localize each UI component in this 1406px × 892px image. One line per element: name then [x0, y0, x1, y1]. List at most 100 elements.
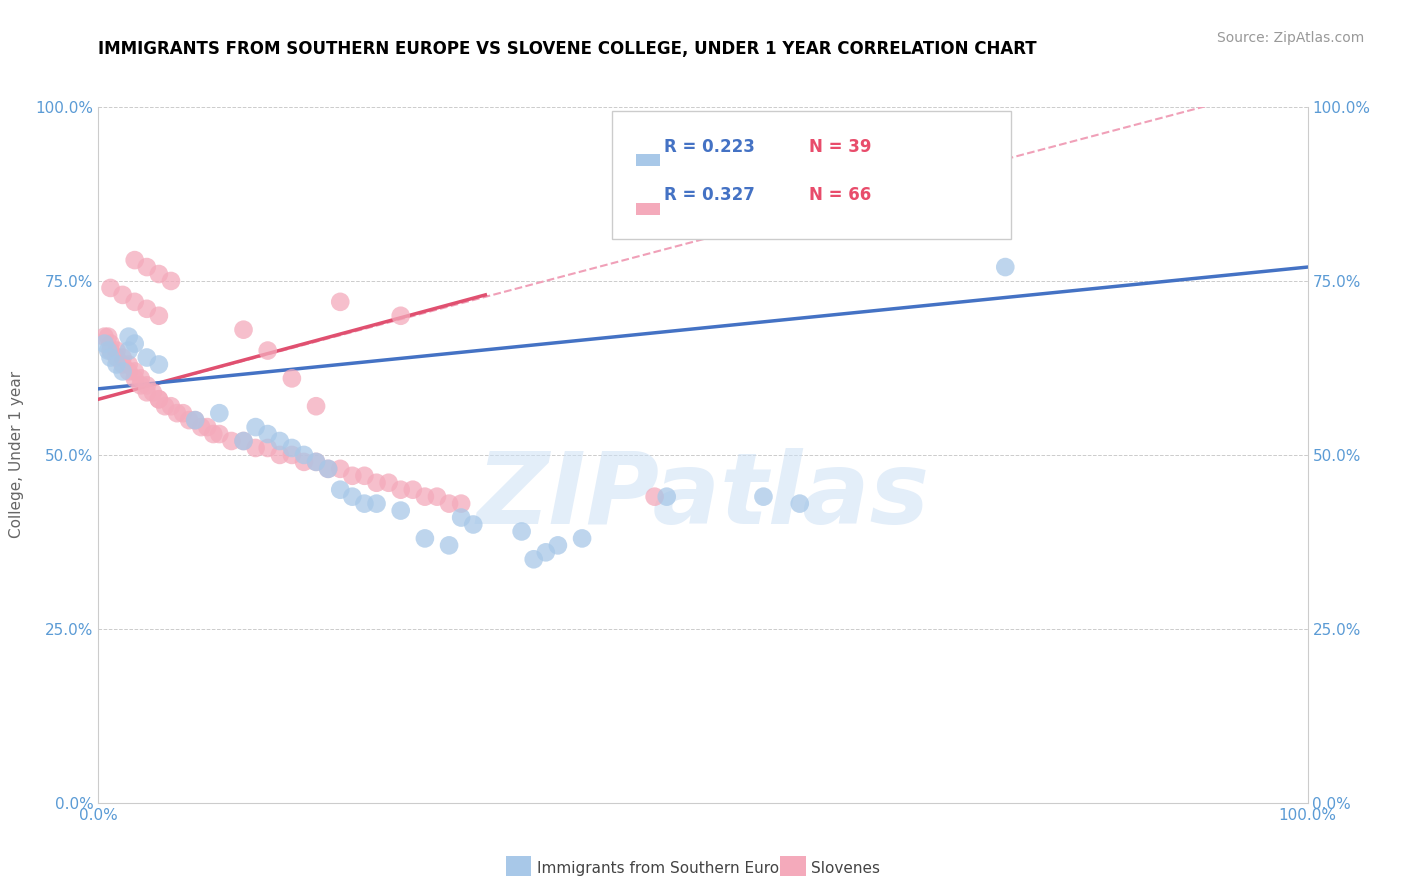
Point — [426, 490, 449, 504]
Point — [281, 371, 304, 385]
Point — [135, 260, 157, 274]
Text: N = 39: N = 39 — [808, 137, 872, 156]
Point — [166, 406, 188, 420]
Point — [184, 413, 207, 427]
Point — [111, 358, 134, 372]
Point — [135, 378, 157, 392]
Point — [129, 378, 152, 392]
Point — [256, 441, 278, 455]
Point — [172, 406, 194, 420]
Point — [190, 420, 212, 434]
Text: N = 66: N = 66 — [808, 186, 870, 204]
Point — [208, 406, 231, 420]
Point — [129, 371, 152, 385]
Point — [142, 385, 165, 400]
Point — [655, 490, 678, 504]
Point — [245, 441, 267, 455]
FancyBboxPatch shape — [613, 111, 1011, 239]
Point — [389, 483, 412, 497]
Point — [281, 448, 304, 462]
Point — [153, 399, 176, 413]
Y-axis label: College, Under 1 year: College, Under 1 year — [10, 371, 24, 539]
FancyBboxPatch shape — [637, 202, 659, 215]
Point — [269, 434, 291, 448]
Point — [100, 351, 122, 365]
Point — [111, 364, 134, 378]
Point — [305, 399, 328, 413]
Point — [329, 294, 352, 309]
Text: Slovenes: Slovenes — [811, 861, 880, 876]
Point — [305, 455, 328, 469]
Point — [305, 455, 328, 469]
Point — [463, 517, 485, 532]
Point — [160, 399, 183, 413]
Point — [124, 371, 146, 385]
Point — [232, 323, 254, 337]
Point — [232, 434, 254, 448]
Text: R = 0.223: R = 0.223 — [664, 137, 755, 156]
FancyBboxPatch shape — [637, 154, 659, 166]
Point — [571, 532, 593, 546]
Point — [148, 392, 170, 407]
Point — [100, 343, 122, 358]
Point — [195, 420, 218, 434]
Point — [413, 532, 436, 546]
Point — [329, 483, 352, 497]
Point — [281, 441, 304, 455]
Point — [93, 336, 115, 351]
Point — [316, 462, 339, 476]
Point — [118, 343, 141, 358]
Point — [437, 538, 460, 552]
Point — [118, 364, 141, 378]
Point — [124, 364, 146, 378]
Point — [668, 120, 690, 135]
Text: Source: ZipAtlas.com: Source: ZipAtlas.com — [1216, 31, 1364, 45]
Point — [100, 281, 122, 295]
Point — [789, 497, 811, 511]
Text: R = 0.327: R = 0.327 — [664, 186, 755, 204]
Point — [994, 260, 1017, 274]
Point — [752, 490, 775, 504]
Text: Immigrants from Southern Europe: Immigrants from Southern Europe — [537, 861, 799, 876]
Point — [402, 483, 425, 497]
Point — [208, 427, 231, 442]
Point — [135, 301, 157, 316]
Point — [111, 351, 134, 365]
Point — [118, 329, 141, 343]
Point — [692, 120, 714, 135]
Point — [148, 358, 170, 372]
Point — [105, 358, 128, 372]
Point — [221, 434, 243, 448]
Point — [148, 309, 170, 323]
Point — [353, 497, 375, 511]
Point — [184, 413, 207, 427]
Point — [111, 288, 134, 302]
Point — [292, 448, 315, 462]
Point — [353, 468, 375, 483]
Point — [124, 336, 146, 351]
Point — [377, 475, 399, 490]
Point — [179, 413, 201, 427]
Point — [510, 524, 533, 539]
Point — [118, 358, 141, 372]
Point — [450, 497, 472, 511]
Point — [160, 274, 183, 288]
Point — [342, 490, 364, 504]
Point — [97, 343, 120, 358]
Point — [245, 420, 267, 434]
Point — [389, 503, 412, 517]
Point — [232, 434, 254, 448]
Point — [389, 309, 412, 323]
Point — [135, 351, 157, 365]
Point — [437, 497, 460, 511]
Point — [450, 510, 472, 524]
Point — [413, 490, 436, 504]
Point — [534, 545, 557, 559]
Text: ZIPatlas: ZIPatlas — [477, 448, 929, 545]
Point — [135, 385, 157, 400]
Point — [202, 427, 225, 442]
Point — [523, 552, 546, 566]
Text: IMMIGRANTS FROM SOUTHERN EUROPE VS SLOVENE COLLEGE, UNDER 1 YEAR CORRELATION CHA: IMMIGRANTS FROM SOUTHERN EUROPE VS SLOVE… — [98, 40, 1038, 58]
Point — [105, 343, 128, 358]
Point — [644, 490, 666, 504]
